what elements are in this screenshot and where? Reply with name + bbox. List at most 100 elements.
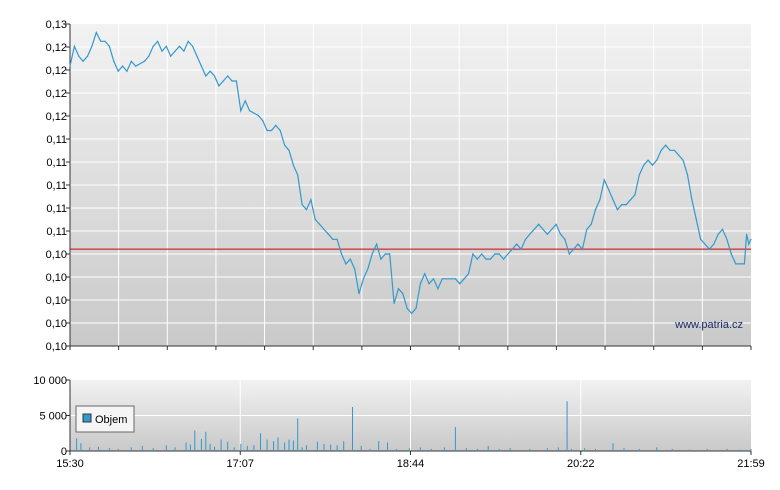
volume-bar bbox=[277, 437, 279, 451]
price-point bbox=[323, 228, 325, 230]
volume-bar bbox=[246, 446, 248, 451]
price-y-tick-label: 0,13 bbox=[46, 19, 67, 31]
price-point bbox=[726, 238, 728, 240]
price-point bbox=[564, 238, 566, 240]
price-point bbox=[476, 258, 478, 260]
price-point bbox=[428, 283, 430, 285]
price-point bbox=[647, 159, 649, 161]
price-y-tick-label: 0,10 bbox=[46, 341, 67, 353]
volume-bar bbox=[240, 443, 242, 451]
volume-bar bbox=[200, 438, 202, 451]
price-point bbox=[122, 65, 124, 67]
volume-bar bbox=[566, 401, 568, 451]
price-point bbox=[643, 164, 645, 166]
price-point bbox=[143, 60, 146, 62]
volume-bar bbox=[395, 448, 397, 451]
volume-bar bbox=[323, 443, 325, 451]
price-point bbox=[529, 233, 531, 235]
price-point bbox=[581, 248, 584, 250]
price-y-tick-label: 0,11 bbox=[46, 203, 67, 215]
price-point bbox=[174, 50, 176, 52]
price-point bbox=[104, 40, 106, 42]
volume-bar bbox=[360, 446, 362, 451]
price-point bbox=[240, 110, 242, 112]
volume-bar bbox=[430, 448, 432, 451]
price-y-tick-label: 0,12 bbox=[46, 88, 67, 100]
price-point bbox=[354, 268, 356, 270]
volume-bar bbox=[205, 431, 207, 451]
volume-bar bbox=[117, 448, 119, 451]
legend: Objem bbox=[75, 405, 135, 433]
volume-bar bbox=[595, 448, 596, 451]
price-point bbox=[730, 253, 732, 255]
volume-y-tick-label: 5 000 bbox=[39, 411, 67, 423]
volume-bar bbox=[706, 448, 708, 451]
price-point bbox=[713, 243, 715, 245]
volume-bar bbox=[301, 447, 303, 451]
price-point bbox=[82, 60, 84, 62]
price-point bbox=[594, 209, 597, 211]
price-y-tick-label: 0,11 bbox=[46, 157, 67, 169]
volume-bar bbox=[529, 448, 531, 451]
volume-bar bbox=[165, 445, 167, 451]
volume-bar bbox=[306, 445, 307, 451]
volume-bar bbox=[487, 446, 489, 451]
price-point bbox=[599, 199, 601, 201]
volume-x-tick-label: 17:07 bbox=[226, 458, 254, 470]
volume-bar bbox=[297, 418, 299, 451]
price-point bbox=[494, 253, 496, 255]
price-point bbox=[682, 159, 684, 161]
volume-bar bbox=[671, 448, 673, 451]
price-y-tick-label: 0,12 bbox=[46, 65, 67, 77]
price-y-tick-label: 0,10 bbox=[46, 272, 67, 284]
price-point bbox=[746, 233, 748, 235]
price-point bbox=[332, 238, 334, 240]
price-point bbox=[209, 70, 211, 72]
price-point bbox=[297, 174, 299, 176]
volume-y-tick-label: 0 bbox=[61, 446, 67, 458]
volume-bar bbox=[689, 449, 691, 451]
price-point bbox=[630, 199, 632, 201]
volume-bar bbox=[656, 447, 658, 451]
volume-bar bbox=[316, 441, 318, 451]
price-point bbox=[472, 253, 474, 255]
price-point bbox=[625, 204, 627, 206]
volume-series bbox=[76, 401, 752, 452]
price-point bbox=[270, 129, 273, 132]
watermark[interactable]: www.patria.cz bbox=[674, 319, 743, 331]
price-point bbox=[704, 243, 706, 245]
price-point bbox=[638, 174, 640, 176]
volume-bar bbox=[214, 446, 215, 451]
price-point bbox=[305, 209, 308, 211]
price-point bbox=[100, 40, 102, 42]
volume-bar bbox=[387, 442, 388, 451]
price-point bbox=[573, 248, 575, 250]
price-point bbox=[108, 45, 110, 47]
volume-bar bbox=[498, 448, 500, 451]
volume-bar bbox=[419, 447, 421, 451]
price-point bbox=[301, 204, 303, 206]
volume-bar bbox=[189, 444, 191, 451]
legend-swatch bbox=[82, 413, 92, 423]
price-point bbox=[695, 218, 697, 221]
price-point bbox=[503, 258, 505, 260]
price-point bbox=[555, 223, 557, 225]
volume-bar bbox=[557, 447, 559, 451]
price-panel: 0,13 0,12 0,12 0,12 0,12 0,11 0,11 0,11 0,11 0,11… bbox=[46, 19, 752, 353]
price-point bbox=[437, 288, 439, 290]
price-point bbox=[371, 253, 373, 255]
price-point bbox=[424, 273, 426, 275]
price-point bbox=[327, 233, 329, 235]
volume-x-tick-label: 21:59 bbox=[737, 458, 765, 470]
price-point bbox=[546, 233, 549, 235]
price-x-ticks bbox=[69, 346, 752, 350]
price-point bbox=[231, 80, 233, 82]
volume-bar bbox=[408, 448, 410, 451]
price-point bbox=[524, 238, 527, 240]
volume-bar bbox=[288, 439, 290, 451]
volume-bar bbox=[739, 449, 741, 451]
volume-bar bbox=[76, 438, 78, 451]
price-point bbox=[397, 288, 400, 290]
price-point bbox=[459, 283, 461, 285]
price-y-axis: 0,13 0,12 0,12 0,12 0,12 0,11 0,11 0,11 0,11 0,11… bbox=[46, 19, 70, 353]
